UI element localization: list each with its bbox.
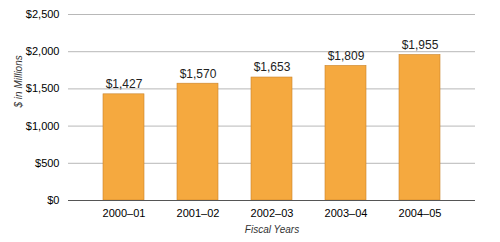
svg-text:$1,000: $1,000 — [26, 120, 60, 132]
svg-text:$1,653: $1,653 — [254, 60, 291, 74]
svg-text:$2,500: $2,500 — [26, 8, 60, 20]
svg-text:2002–03: 2002–03 — [251, 207, 294, 219]
svg-text:$2,000: $2,000 — [26, 45, 60, 57]
svg-text:2003–04: 2003–04 — [325, 207, 368, 219]
svg-text:$500: $500 — [35, 157, 59, 169]
svg-text:$1,955: $1,955 — [402, 38, 439, 52]
svg-text:$0: $0 — [47, 194, 59, 206]
svg-text:$1,809: $1,809 — [328, 49, 365, 63]
svg-text:$1,570: $1,570 — [180, 67, 217, 81]
svg-text:2004–05: 2004–05 — [399, 207, 442, 219]
svg-text:Fiscal Years: Fiscal Years — [245, 224, 299, 235]
svg-text:$1,427: $1,427 — [106, 77, 143, 91]
svg-text:$ in Millions: $ in Millions — [13, 55, 24, 108]
svg-text:2000–01: 2000–01 — [103, 207, 146, 219]
svg-text:$1,500: $1,500 — [26, 82, 60, 94]
svg-text:2001–02: 2001–02 — [177, 207, 220, 219]
